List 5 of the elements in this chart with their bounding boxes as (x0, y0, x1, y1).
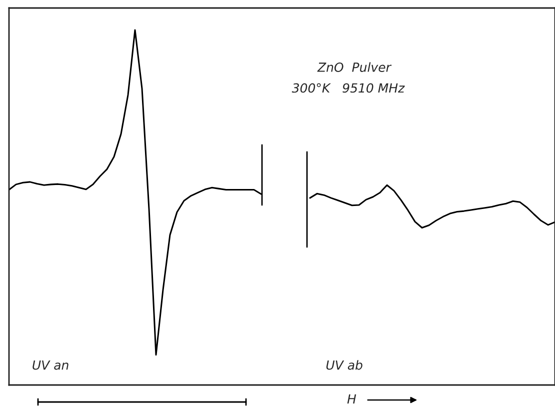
annotation: UV an (32, 360, 68, 370)
x-axis-title: H (347, 394, 356, 404)
annotation: 300°K 9510 MHz (292, 83, 405, 93)
annotation: ZnO Pulver (317, 62, 392, 72)
annotation: UV ab (326, 360, 362, 370)
